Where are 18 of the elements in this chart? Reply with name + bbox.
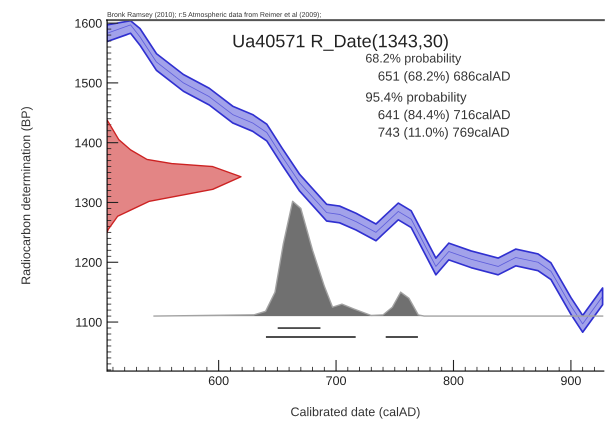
y-tick-label: 1400 bbox=[75, 138, 102, 148]
y-tick-label: 1300 bbox=[75, 198, 102, 208]
y-axis-title: Radiocarbon determination (BP) bbox=[21, 107, 33, 284]
y-tick-label: 1100 bbox=[76, 318, 102, 327]
text: Ua40571 R_Date(1343,30) bbox=[234, 34, 448, 51]
annotation: 743 (11.0%) 769calAD bbox=[378, 127, 509, 140]
x-tick-label: 700 bbox=[326, 376, 346, 386]
x-tick-label: 600 bbox=[208, 376, 229, 386]
x-tick-label: 900 bbox=[561, 376, 581, 386]
y-tick-label: 1200 bbox=[75, 258, 102, 267]
annotation: 651 (68.2%) 686calAD bbox=[378, 71, 510, 84]
annotation: 68.2% probability bbox=[366, 53, 462, 66]
x-tick-label: 800 bbox=[444, 376, 464, 386]
annotation: 641 (84.4%) 716calAD bbox=[378, 110, 510, 122]
y-tick-label: 1600 bbox=[75, 18, 102, 28]
y-tick-label: 1500 bbox=[75, 78, 102, 88]
annotation: 95.4% probability bbox=[366, 92, 467, 104]
x-axis-title: Calibrated date (calAD) bbox=[291, 407, 420, 419]
